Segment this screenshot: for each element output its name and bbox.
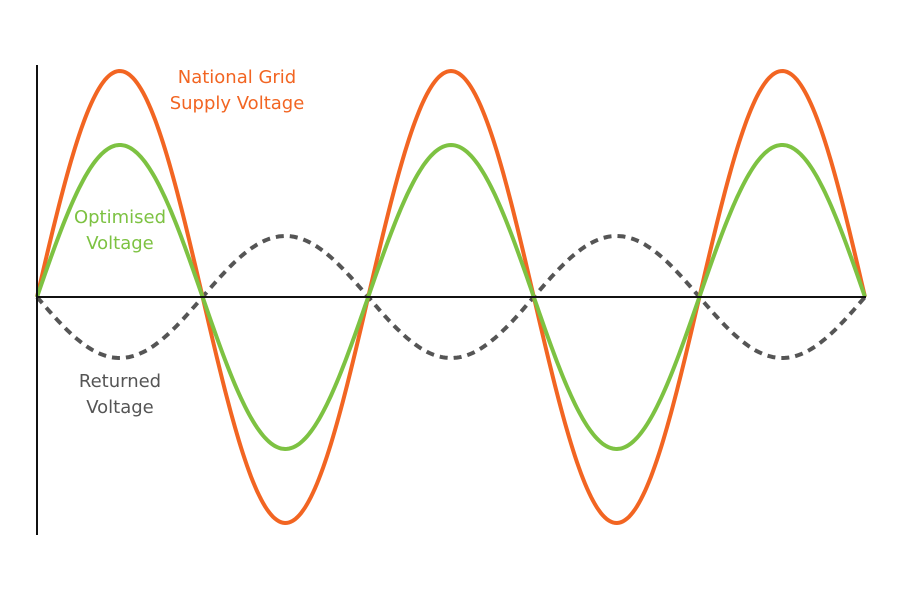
supply-wave — [35, 68, 867, 526]
optimised-label: Voltage — [86, 233, 154, 254]
returned-label: Returned — [79, 371, 161, 392]
supply-label: Supply Voltage — [170, 93, 305, 114]
returned-wave — [35, 234, 867, 360]
supply-label: National Grid — [178, 67, 297, 88]
optimised-label: Optimised — [74, 207, 166, 228]
waves — [35, 68, 867, 526]
returned-label: Voltage — [86, 397, 154, 418]
optimised-wave — [35, 142, 867, 452]
